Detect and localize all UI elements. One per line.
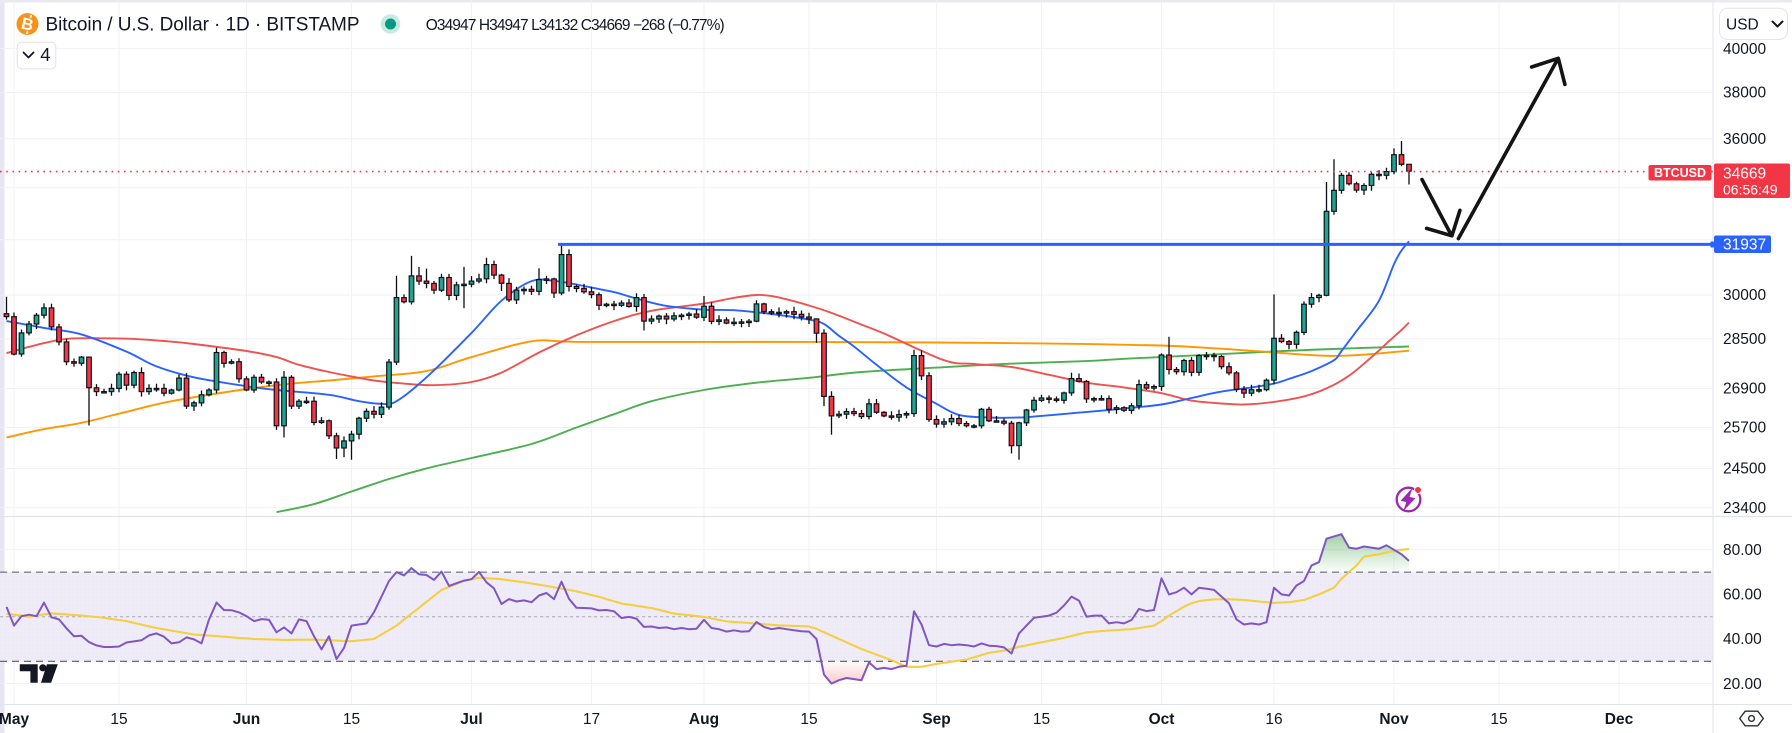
svg-text:23400: 23400 <box>1723 500 1766 517</box>
svg-text:Dec: Dec <box>1605 711 1634 728</box>
svg-text:15: 15 <box>343 711 360 728</box>
svg-text:Jun: Jun <box>233 711 261 728</box>
svg-text:30000: 30000 <box>1723 287 1766 304</box>
svg-text:16: 16 <box>1265 711 1282 728</box>
svg-text:O34947 H34947 L34132 C34669: O34947 H34947 L34132 C34669 −268 (−0.77%… <box>426 17 725 34</box>
svg-text:Sep: Sep <box>922 711 950 728</box>
svg-text:20.00: 20.00 <box>1723 676 1762 693</box>
svg-text:BTCUSD: BTCUSD <box>1654 166 1706 180</box>
svg-text:38000: 38000 <box>1723 85 1766 102</box>
svg-text:34669: 34669 <box>1723 166 1766 183</box>
svg-text:4: 4 <box>40 44 50 65</box>
svg-text:Aug: Aug <box>689 711 719 728</box>
svg-text:15: 15 <box>110 711 127 728</box>
svg-text:17: 17 <box>583 711 600 728</box>
svg-text:26900: 26900 <box>1723 381 1766 398</box>
svg-text:15: 15 <box>1490 711 1507 728</box>
svg-text:31937: 31937 <box>1723 237 1766 254</box>
svg-text:15: 15 <box>1033 711 1050 728</box>
svg-text:28500: 28500 <box>1723 331 1766 348</box>
svg-text:25700: 25700 <box>1723 420 1766 437</box>
svg-text:60.00: 60.00 <box>1723 587 1762 604</box>
svg-text:15: 15 <box>800 711 817 728</box>
svg-text:Jul: Jul <box>460 711 482 728</box>
svg-text:May: May <box>0 711 29 728</box>
svg-text:B: B <box>19 15 35 35</box>
svg-text:06:56:49: 06:56:49 <box>1723 182 1778 198</box>
svg-text:Oct: Oct <box>1149 711 1175 728</box>
svg-text:80.00: 80.00 <box>1723 542 1762 559</box>
svg-text:40.00: 40.00 <box>1723 631 1762 648</box>
svg-text:USD: USD <box>1726 16 1759 33</box>
svg-text:Bitcoin / U.S. Dollar · 1D · B: Bitcoin / U.S. Dollar · 1D · BITSTAMP <box>46 15 360 36</box>
svg-text:Nov: Nov <box>1379 711 1409 728</box>
svg-text:40000: 40000 <box>1723 41 1766 58</box>
svg-text:24500: 24500 <box>1723 461 1766 478</box>
svg-text:36000: 36000 <box>1723 131 1766 148</box>
